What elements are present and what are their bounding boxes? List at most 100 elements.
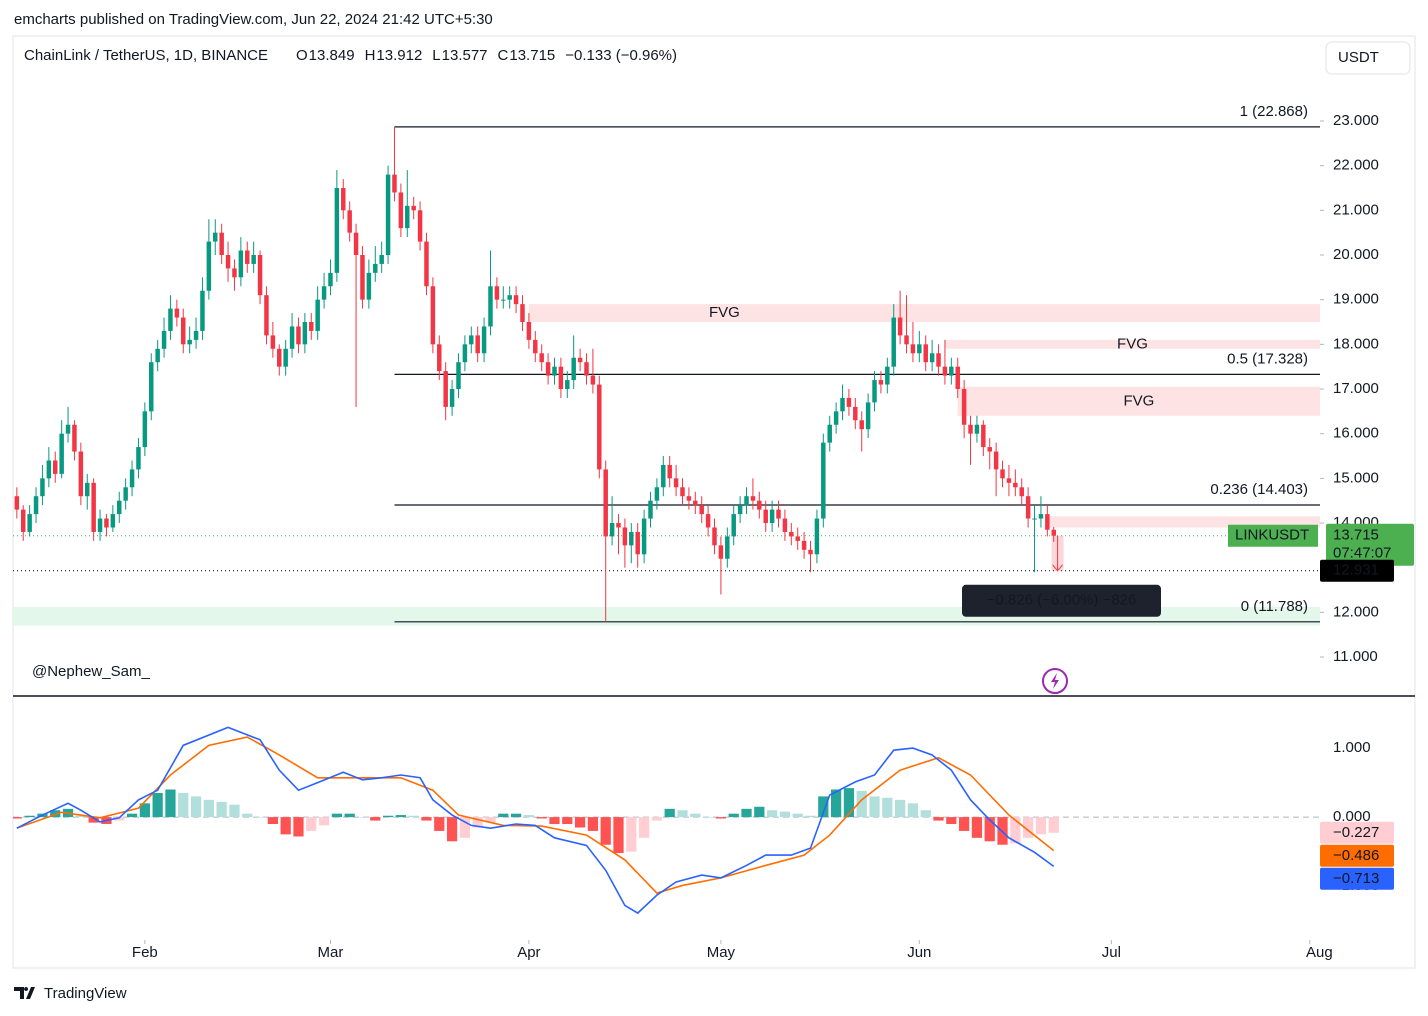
hist-bar [715,817,727,819]
y-tick-label: 1.000 [1333,739,1371,756]
candle-body [846,397,852,407]
candle-body [53,460,58,474]
fib-label: 0.5 (17.328) [1227,350,1308,367]
candle-body [494,286,500,300]
macd-pane [13,726,1320,915]
currency-label[interactable]: USDT [1338,49,1379,66]
candle-body [1032,518,1037,520]
candle-body [341,187,346,211]
candle-body [277,348,282,367]
hist-bar [728,813,739,818]
hist-bar [536,817,547,819]
hist-bar [114,817,125,821]
currency-button[interactable] [1325,41,1411,75]
candle-body [789,531,794,537]
hist-bar [408,815,419,818]
hist-bar [88,817,99,823]
y-tick-label: 20.000 [1333,246,1379,263]
candle-body [680,487,685,497]
candle-body [65,424,71,434]
candle-body [545,362,551,376]
candle-body [251,254,256,264]
hist-bar [50,810,61,818]
symbol-label: LINKUSDT [1235,527,1309,544]
measure-label: −0.826 (−6.00%) −826 [987,592,1137,609]
candle-body [821,442,826,519]
candle-body [917,344,922,354]
candle-body [993,451,999,470]
hist-bar [293,817,304,837]
legend-value: 13.577 [442,47,488,64]
x-tick-label: Jun [907,944,931,961]
candle-body [91,482,96,532]
candle-body [808,549,813,555]
measure-box [962,584,1161,617]
hist-bar [792,813,803,818]
candle-body [488,286,493,327]
value-badge-label: −0.486 [1333,847,1379,864]
candle-body [814,518,820,555]
hist-bar [549,817,560,825]
hist-bar [805,815,816,818]
candle-body [353,232,359,255]
chart-frame [12,35,1416,969]
candle-body [193,330,199,340]
x-tick-label: May [707,944,736,961]
hist-bar [318,817,330,826]
hist-bar [306,817,317,831]
zone [957,386,1320,416]
y-tick-label: 19.000 [1333,291,1379,308]
candle-body [481,326,487,354]
y-tick-label: 18.000 [1333,335,1379,352]
candle-body [334,187,340,273]
candle-body [1000,469,1005,479]
hist-bar [843,788,855,818]
candle-body [264,295,269,336]
candle-body [904,335,909,345]
fib-label: 1 (22.868) [1240,103,1308,120]
hist-bar [933,817,944,821]
candle-body [136,447,141,470]
zone-label: FVG [1117,335,1148,352]
hist-bar [434,817,445,831]
symbol-badge [1228,524,1318,547]
candle-body [603,469,608,537]
legend-value: 13.849 [309,47,355,64]
watermark: @Nephew_Sam_ [32,663,150,680]
x-tick-label: Aug [1306,944,1333,961]
candle-body [206,241,212,291]
candle-body [398,192,404,229]
candle-body [769,509,775,524]
candle-body [168,308,173,331]
y-tick-label: 15.000 [1333,469,1379,486]
candle-body [123,487,128,501]
hist-bar [613,817,624,854]
x-tick-label: Apr [517,944,540,961]
hist-bar [869,796,880,818]
candle-body [149,362,154,412]
candle-body [347,210,352,233]
overlay: ChainLink / TetherUS, 1D, BINANCE O 13.849… [24,47,1414,961]
candle-body [110,514,116,528]
candle-body [872,380,877,403]
legend-key: H [365,47,376,64]
candle-body [225,254,231,269]
candle-body [513,295,519,305]
candle-body [430,286,436,345]
x-tick-label: Feb [132,944,158,961]
hist-bar [203,799,214,818]
candle-body [449,389,455,407]
candle-body [693,500,698,506]
candle-body [302,321,308,345]
hist-bar [971,817,983,838]
candle-body [686,496,692,501]
candle-body [629,531,634,546]
candle-body [853,406,858,421]
candle-body [245,250,250,264]
hist-bar [907,803,919,818]
macd-line [16,736,1055,894]
hist-bar [357,817,368,818]
candle-body [21,509,26,532]
hist-bar [587,817,599,831]
hist-bar [472,817,483,828]
